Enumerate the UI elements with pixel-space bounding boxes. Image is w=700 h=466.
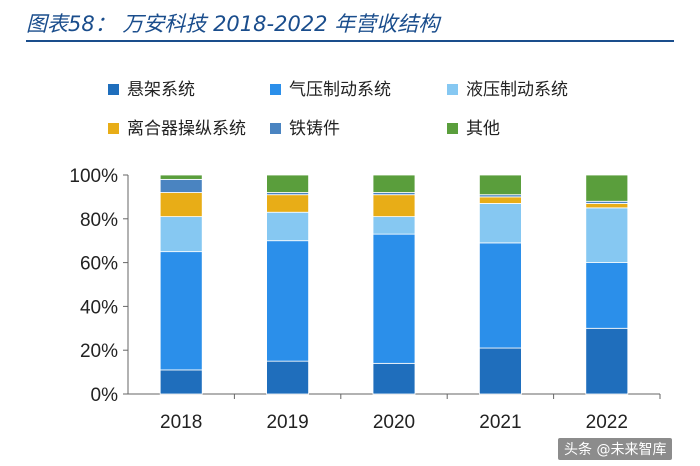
legend-label: 离合器操纵系统 <box>127 119 246 139</box>
y-tick-label: 60% <box>80 254 118 275</box>
bar-segment <box>478 203 522 244</box>
bar-segment <box>159 174 203 180</box>
bar-segment <box>585 174 629 202</box>
y-tick-label: 40% <box>80 297 118 318</box>
chart-title: 图表58： 万安科技 2018-2022 年营收结构 <box>26 12 440 36</box>
legend-swatch <box>270 84 281 95</box>
legend-label: 其他 <box>466 119 500 139</box>
tick-labels: 0% 20% 40% 60% 80% 100% 2018 2019 2020 2021 2022 <box>69 166 661 433</box>
bar-segment <box>585 262 629 329</box>
x-tick-label: 2022 <box>586 412 628 433</box>
bar-segment <box>478 196 522 204</box>
bar-segment <box>372 216 416 235</box>
x-tick-label: 2018 <box>160 412 202 433</box>
legend-swatch <box>270 123 281 134</box>
bar-segment <box>266 211 310 242</box>
legend-swatch <box>108 123 119 134</box>
y-tick-label: 80% <box>80 210 118 231</box>
watermark: 头条 @未来智库 <box>558 438 673 460</box>
bar-segment <box>159 192 203 218</box>
bar-segment <box>372 174 416 193</box>
legend-swatch <box>447 123 458 134</box>
y-tick-label: 20% <box>80 341 118 362</box>
bar-segment <box>266 240 310 362</box>
bar-segment <box>585 203 629 209</box>
x-tick-label: 2019 <box>266 412 308 433</box>
bars <box>159 174 629 395</box>
legend-label: 气压制动系统 <box>289 80 391 100</box>
y-tick-label: 0% <box>91 385 119 406</box>
bar-segment <box>478 347 522 395</box>
bar-segment <box>266 174 310 193</box>
legend-label: 铁铸件 <box>289 119 340 139</box>
x-tick-label: 2021 <box>479 412 521 433</box>
bar-segment <box>159 369 203 395</box>
bar-segment <box>585 207 629 264</box>
bar-segment <box>159 216 203 253</box>
legend-swatch <box>447 84 458 95</box>
bar-segment <box>372 233 416 364</box>
legend-swatch <box>108 84 119 95</box>
bar-segment <box>372 194 416 218</box>
bar-segment <box>585 327 629 395</box>
bar-segment <box>159 178 203 193</box>
bar-segment <box>478 174 522 196</box>
bar-segment <box>478 242 522 349</box>
legend-label: 悬架系统 <box>127 80 195 100</box>
bar-segment <box>159 251 203 371</box>
bar-segment <box>266 194 310 213</box>
bar-segment <box>372 362 416 395</box>
y-tick-label: 100% <box>69 166 118 187</box>
bar-segment <box>266 360 310 395</box>
x-tick-label: 2020 <box>373 412 415 433</box>
title-underline <box>26 40 674 42</box>
legend-label: 液压制动系统 <box>466 80 568 100</box>
